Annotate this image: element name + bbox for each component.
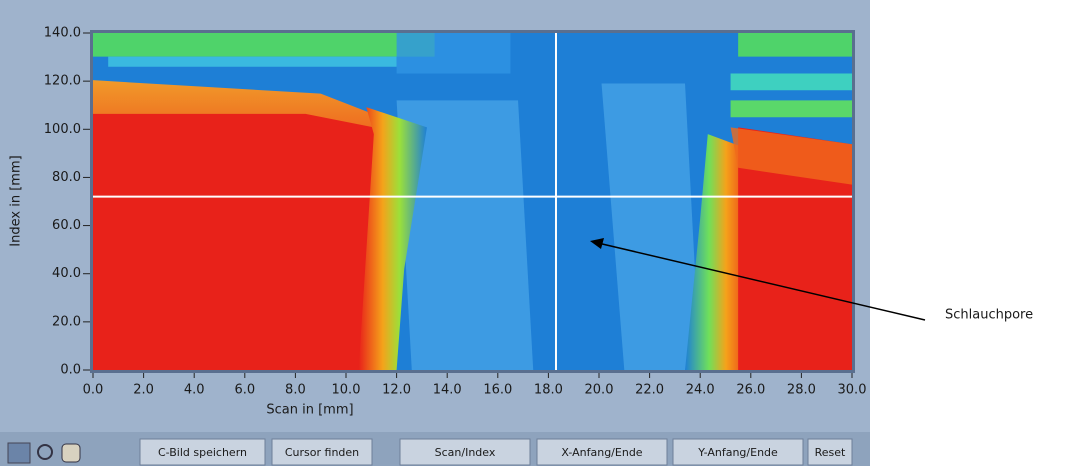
button-bar: C-Bild speichern Cursor finden Scan/Index X… — [140, 439, 852, 465]
y-tick-label: 20.0 — [52, 314, 81, 329]
x-tick-label: 2.0 — [133, 383, 154, 398]
band — [731, 100, 852, 117]
y-tick-label: 120.0 — [44, 74, 81, 89]
x-tick-label: 12.0 — [382, 383, 411, 398]
zoom-icon[interactable] — [8, 443, 30, 463]
button-label[interactable]: X-Anfang/Ende — [561, 446, 642, 459]
band — [738, 33, 852, 57]
button-label[interactable]: Cursor finden — [285, 446, 359, 459]
button-label[interactable]: Scan/Index — [435, 446, 496, 459]
band — [108, 57, 396, 67]
x-tick-label: 8.0 — [285, 383, 306, 398]
x-tick-label: 14.0 — [433, 383, 462, 398]
screen: 0.0 2.0 4.0 6.0 8.0 10.0 12.0 14.0 16.0 18.0 20.0 2… — [0, 0, 1089, 466]
button[interactable]: Scan/Index — [400, 439, 530, 465]
red-region — [93, 114, 381, 370]
button-label[interactable]: Y-Anfang/Ende — [697, 446, 778, 459]
button-label[interactable]: Reset — [815, 446, 846, 459]
x-tick-label: 4.0 — [184, 383, 205, 398]
x-tick-label: 24.0 — [686, 383, 715, 398]
y-axis-label: Index in [mm] — [9, 155, 24, 246]
x-tick-label: 20.0 — [585, 383, 614, 398]
band — [731, 73, 852, 90]
x-tick-label: 6.0 — [234, 383, 255, 398]
x-tick-label: 28.0 — [787, 383, 816, 398]
x-tick-label: 30.0 — [838, 383, 867, 398]
annotation: Schlauchpore — [945, 308, 1033, 323]
y-tick-label: 100.0 — [44, 122, 81, 137]
x-tick-label: 26.0 — [736, 383, 765, 398]
band — [93, 33, 435, 57]
pan-icon[interactable] — [62, 444, 80, 462]
button[interactable]: Reset — [808, 439, 852, 465]
x-tick-label: 10.0 — [332, 383, 361, 398]
button[interactable]: Y-Anfang/Ende — [673, 439, 803, 465]
y-tick-label: 0.0 — [60, 363, 81, 378]
y-tick-label: 60.0 — [52, 218, 81, 233]
x-tick-label: 16.0 — [483, 383, 512, 398]
x-tick-label: 22.0 — [635, 383, 664, 398]
x-tick-label: 18.0 — [534, 383, 563, 398]
x-axis-label: Scan in [mm] — [266, 403, 353, 418]
button[interactable]: X-Anfang/Ende — [537, 439, 667, 465]
y-tick-label: 140.0 — [44, 26, 81, 41]
y-tick-label: 80.0 — [52, 170, 81, 185]
band — [397, 33, 511, 73]
button-label[interactable]: C-Bild speichern — [158, 446, 247, 459]
button[interactable]: Cursor finden — [272, 439, 372, 465]
button[interactable]: C-Bild speichern — [140, 439, 265, 465]
y-tick-label: 40.0 — [52, 266, 81, 281]
x-tick-label: 0.0 — [83, 383, 104, 398]
plot-area: 0.0 2.0 4.0 6.0 8.0 10.0 12.0 14.0 16.0 18.0 20.0 2… — [44, 26, 867, 398]
